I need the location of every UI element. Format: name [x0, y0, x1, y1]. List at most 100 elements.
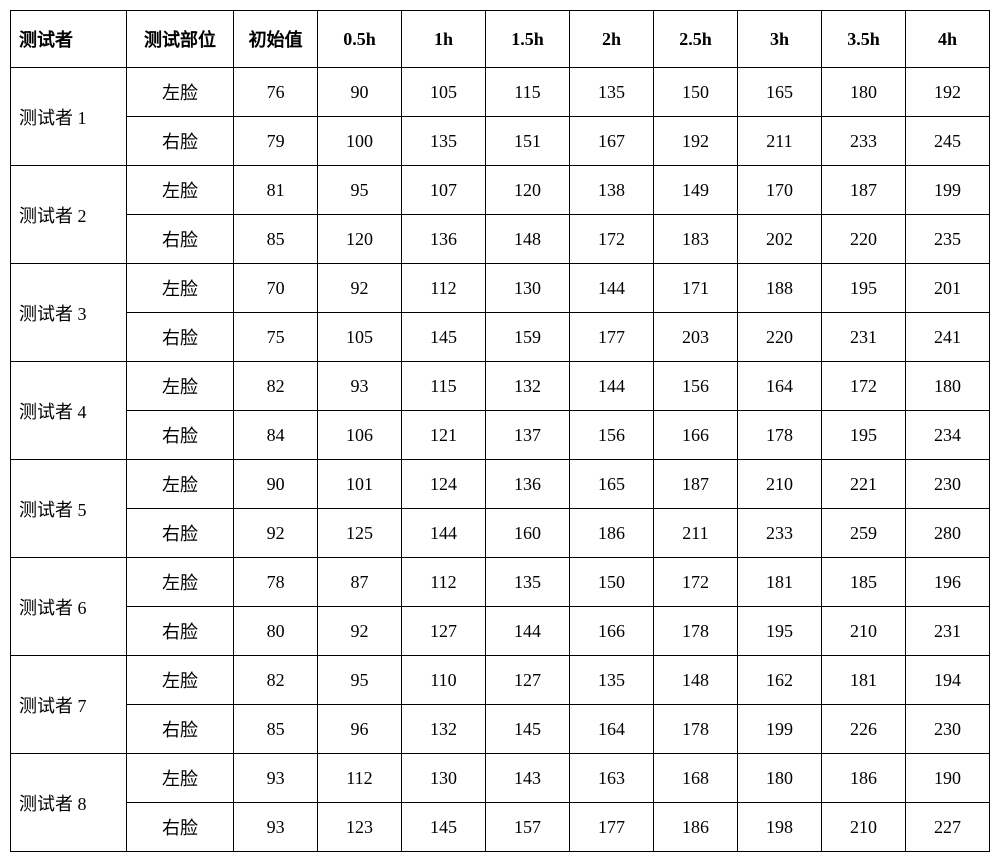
value-cell: 178: [653, 607, 737, 656]
value-cell: 185: [821, 558, 905, 607]
value-cell: 168: [653, 754, 737, 803]
value-cell: 121: [402, 411, 486, 460]
part-cell: 左脸: [126, 166, 234, 215]
value-cell: 148: [653, 656, 737, 705]
table-body: 测试者 1左脸7690105115135150165180192右脸791001…: [11, 68, 990, 852]
value-cell: 136: [402, 215, 486, 264]
value-cell: 210: [738, 460, 822, 509]
value-cell: 130: [485, 264, 569, 313]
table-row: 测试者 1左脸7690105115135150165180192: [11, 68, 990, 117]
value-cell: 144: [402, 509, 486, 558]
part-cell: 左脸: [126, 460, 234, 509]
value-cell: 164: [738, 362, 822, 411]
value-cell: 180: [821, 68, 905, 117]
value-cell: 145: [485, 705, 569, 754]
value-cell: 92: [317, 607, 401, 656]
value-cell: 125: [317, 509, 401, 558]
value-cell: 231: [821, 313, 905, 362]
value-cell: 132: [402, 705, 486, 754]
value-cell: 196: [906, 558, 990, 607]
value-cell: 110: [402, 656, 486, 705]
value-cell: 166: [570, 607, 654, 656]
value-cell: 188: [738, 264, 822, 313]
value-cell: 96: [317, 705, 401, 754]
value-cell: 280: [906, 509, 990, 558]
value-cell: 241: [906, 313, 990, 362]
value-cell: 172: [653, 558, 737, 607]
value-cell: 90: [234, 460, 318, 509]
value-cell: 145: [402, 313, 486, 362]
value-cell: 180: [738, 754, 822, 803]
value-cell: 220: [821, 215, 905, 264]
value-cell: 203: [653, 313, 737, 362]
value-cell: 159: [485, 313, 569, 362]
value-cell: 107: [402, 166, 486, 215]
tester-cell: 测试者 6: [11, 558, 127, 656]
value-cell: 211: [653, 509, 737, 558]
value-cell: 95: [317, 166, 401, 215]
value-cell: 84: [234, 411, 318, 460]
table-row: 测试者 7左脸8295110127135148162181194: [11, 656, 990, 705]
value-cell: 166: [653, 411, 737, 460]
value-cell: 106: [317, 411, 401, 460]
value-cell: 226: [821, 705, 905, 754]
table-row: 测试者 4左脸8293115132144156164172180: [11, 362, 990, 411]
value-cell: 172: [570, 215, 654, 264]
value-cell: 79: [234, 117, 318, 166]
table-row: 测试者 6左脸7887112135150172181185196: [11, 558, 990, 607]
value-cell: 87: [317, 558, 401, 607]
value-cell: 220: [738, 313, 822, 362]
value-cell: 170: [738, 166, 822, 215]
value-cell: 234: [906, 411, 990, 460]
value-cell: 167: [570, 117, 654, 166]
value-cell: 177: [570, 803, 654, 852]
value-cell: 124: [402, 460, 486, 509]
table-row: 测试者 5左脸90101124136165187210221230: [11, 460, 990, 509]
part-cell: 左脸: [126, 362, 234, 411]
value-cell: 115: [485, 68, 569, 117]
value-cell: 195: [738, 607, 822, 656]
value-cell: 81: [234, 166, 318, 215]
value-cell: 233: [821, 117, 905, 166]
value-cell: 136: [485, 460, 569, 509]
table-row: 测试者 2左脸8195107120138149170187199: [11, 166, 990, 215]
value-cell: 198: [738, 803, 822, 852]
value-cell: 164: [570, 705, 654, 754]
value-cell: 92: [234, 509, 318, 558]
value-cell: 192: [653, 117, 737, 166]
header-cell: 初始值: [234, 11, 318, 68]
value-cell: 80: [234, 607, 318, 656]
value-cell: 195: [821, 411, 905, 460]
value-cell: 105: [402, 68, 486, 117]
value-cell: 259: [821, 509, 905, 558]
value-cell: 190: [906, 754, 990, 803]
tester-cell: 测试者 2: [11, 166, 127, 264]
value-cell: 165: [738, 68, 822, 117]
value-cell: 127: [485, 656, 569, 705]
part-cell: 左脸: [126, 754, 234, 803]
value-cell: 178: [738, 411, 822, 460]
part-cell: 右脸: [126, 705, 234, 754]
table-row: 右脸8596132145164178199226230: [11, 705, 990, 754]
part-cell: 右脸: [126, 411, 234, 460]
value-cell: 156: [570, 411, 654, 460]
part-cell: 左脸: [126, 68, 234, 117]
value-cell: 112: [317, 754, 401, 803]
value-cell: 231: [906, 607, 990, 656]
tester-cell: 测试者 1: [11, 68, 127, 166]
value-cell: 186: [821, 754, 905, 803]
value-cell: 183: [653, 215, 737, 264]
header-cell: 4h: [906, 11, 990, 68]
value-cell: 192: [906, 68, 990, 117]
value-cell: 93: [234, 754, 318, 803]
header-row: 测试者测试部位初始值0.5h1h1.5h2h2.5h3h3.5h4h: [11, 11, 990, 68]
value-cell: 145: [402, 803, 486, 852]
table-row: 右脸93123145157177186198210227: [11, 803, 990, 852]
part-cell: 右脸: [126, 607, 234, 656]
value-cell: 135: [402, 117, 486, 166]
part-cell: 左脸: [126, 264, 234, 313]
value-cell: 157: [485, 803, 569, 852]
value-cell: 227: [906, 803, 990, 852]
header-cell: 测试者: [11, 11, 127, 68]
value-cell: 150: [653, 68, 737, 117]
